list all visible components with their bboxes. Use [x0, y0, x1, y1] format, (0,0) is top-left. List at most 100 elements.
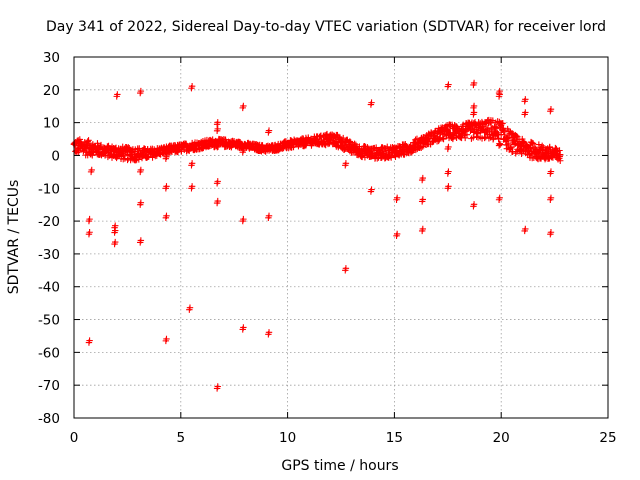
data-point — [132, 156, 140, 164]
data-point — [500, 128, 508, 136]
data-point — [489, 136, 497, 143]
y-tick-label: 0 — [51, 148, 60, 164]
data-point — [120, 152, 128, 159]
outlier-point — [137, 237, 145, 244]
outlier-point — [393, 194, 401, 201]
data-point — [340, 134, 347, 142]
data-point — [440, 135, 447, 143]
outlier-point — [342, 160, 350, 167]
x-tick-label: 10 — [279, 430, 296, 446]
y-tick-label: -40 — [38, 280, 60, 296]
x-tick-label: 20 — [493, 430, 510, 446]
outlier-point — [265, 212, 273, 220]
x-tick-label: 5 — [177, 430, 186, 446]
outlier-point — [86, 229, 93, 236]
data-point — [557, 157, 564, 164]
outlier-point — [496, 91, 503, 98]
outlier-point — [86, 337, 93, 344]
y-tick-label: -80 — [38, 411, 60, 427]
outlier-point — [240, 215, 247, 223]
outlier-point — [214, 119, 221, 126]
y-tick-label: 10 — [43, 116, 60, 132]
outlier-point — [137, 166, 145, 174]
data-point — [427, 129, 435, 136]
outlier-point — [163, 212, 170, 220]
outlier-point — [240, 102, 247, 110]
axis-ticks: 0 5 10 15 20 25 -80 -70 -60 -50 -40 -30 -20 -10 0 10 20 3… — [38, 50, 617, 446]
y-tick-label: 20 — [43, 83, 60, 99]
outlier-point — [163, 183, 170, 190]
outlier-point — [547, 194, 555, 201]
outlier-point — [188, 83, 196, 90]
data-point — [526, 151, 533, 158]
outlier-point — [419, 196, 427, 203]
y-axis-title: SDTVAR / TECUs — [6, 180, 22, 295]
y-tick-label: -70 — [38, 378, 60, 394]
data-point — [164, 150, 172, 158]
outlier-point — [163, 153, 170, 160]
outlier-point — [470, 102, 478, 110]
y-tick-label: -20 — [38, 214, 60, 230]
outlier-point — [88, 166, 95, 174]
data-point — [125, 144, 132, 151]
x-tick-label: 0 — [70, 430, 79, 446]
data-point — [527, 144, 534, 152]
data-point — [450, 133, 457, 141]
outlier-point — [114, 91, 121, 98]
data-point — [538, 142, 546, 150]
outlier-point — [112, 227, 119, 234]
outlier-point — [214, 178, 221, 185]
outlier-point — [445, 183, 452, 190]
y-tick-label: -50 — [38, 313, 60, 329]
outlier-point — [445, 168, 452, 175]
data-point — [376, 149, 383, 157]
x-tick-label: 15 — [386, 430, 403, 446]
outlier-point — [393, 230, 401, 238]
data-point — [463, 131, 471, 138]
outlier-point — [137, 199, 145, 206]
outlier-point — [265, 329, 273, 336]
outlier-point — [522, 225, 529, 233]
outlier-point — [86, 215, 93, 223]
data-point — [221, 136, 229, 144]
data-point — [494, 129, 501, 136]
data-point — [347, 139, 354, 146]
data-point — [214, 143, 221, 151]
data-point — [505, 140, 512, 147]
outlier-point — [522, 96, 529, 103]
data-point — [389, 145, 397, 153]
data-point — [513, 132, 520, 140]
outlier-point — [547, 168, 555, 175]
outlier-point — [496, 194, 503, 201]
outlier-point — [419, 174, 427, 182]
x-tick-label: 25 — [599, 430, 616, 446]
outlier-point — [214, 197, 221, 205]
outlier-point — [188, 183, 196, 190]
outlier-point — [137, 87, 145, 95]
plot-frame — [73, 56, 609, 419]
data-point — [504, 135, 511, 142]
outlier-point — [470, 201, 478, 208]
outlier-point — [112, 238, 119, 246]
data-point — [529, 140, 537, 147]
chart-title: Day 341 of 2022, Sidereal Day-to-day VTE… — [46, 19, 606, 35]
data-point — [351, 140, 358, 148]
x-axis-title: GPS time / hours — [281, 458, 398, 474]
outlier-point — [547, 229, 555, 236]
outlier-point — [496, 140, 503, 147]
data-point — [135, 156, 143, 163]
outlier-point — [163, 335, 170, 343]
y-tick-label: -10 — [38, 181, 60, 197]
outlier-point — [470, 109, 478, 116]
grid-lines — [74, 57, 608, 418]
outlier-point — [368, 99, 375, 106]
data-point — [482, 120, 489, 127]
outlier-point — [240, 324, 247, 331]
outlier-point — [342, 265, 350, 272]
outlier-point — [547, 105, 555, 113]
data-point — [556, 147, 563, 154]
outlier-point — [214, 383, 221, 390]
data-point — [302, 141, 310, 149]
data-point — [409, 147, 417, 154]
